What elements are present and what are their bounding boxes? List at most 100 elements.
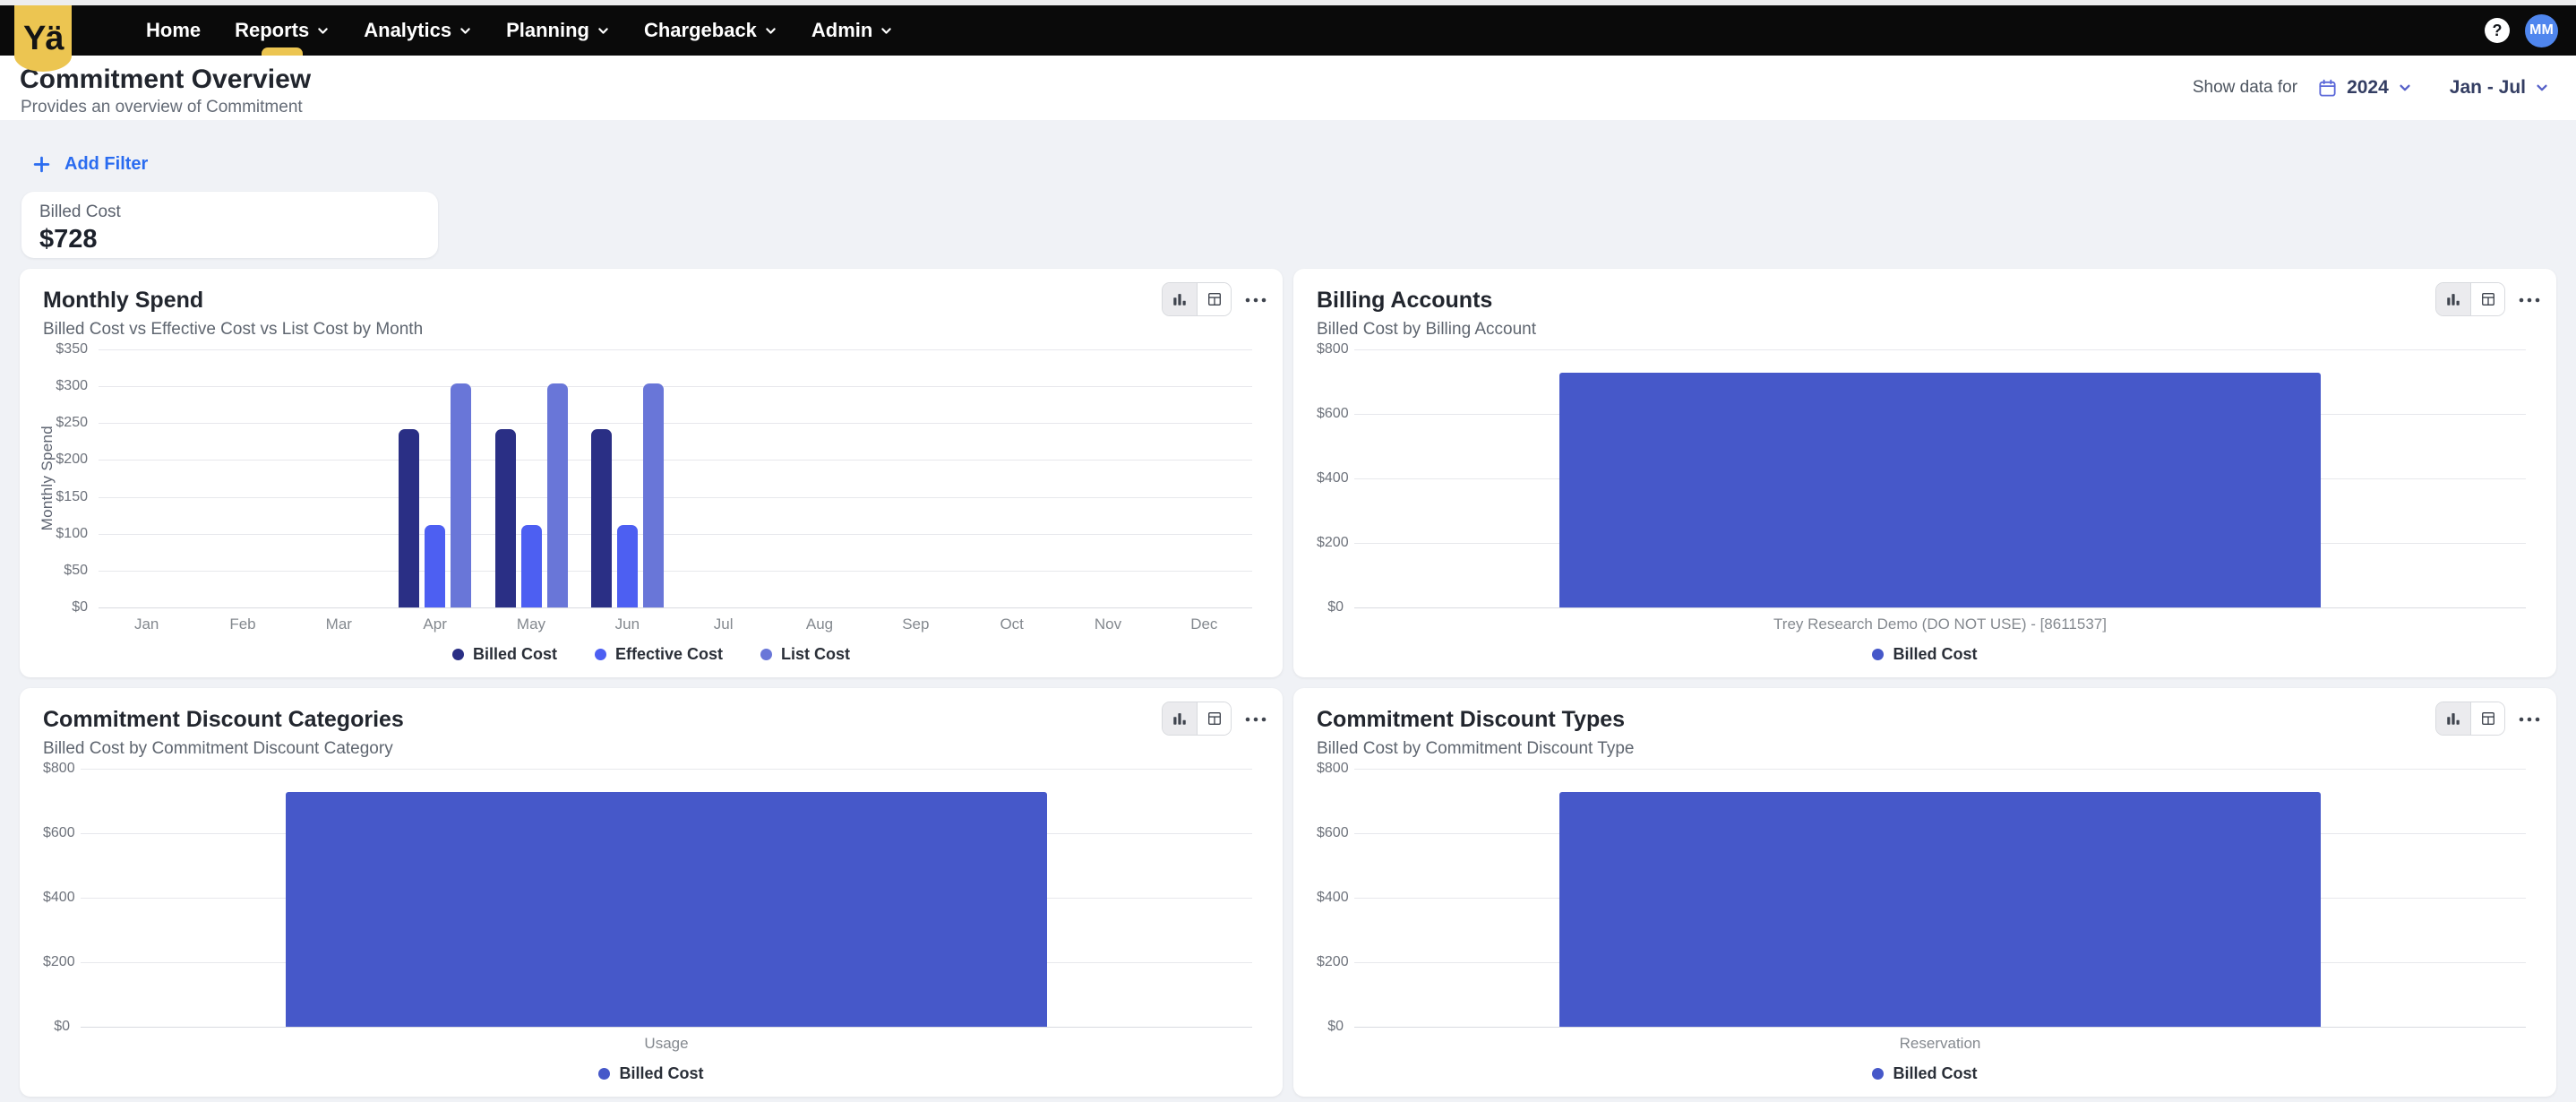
chart-view-button[interactable] bbox=[1163, 283, 1197, 315]
legend-item[interactable]: List Cost bbox=[760, 645, 850, 664]
y-tick-label: $200 bbox=[1317, 535, 1349, 550]
view-toggle bbox=[1162, 282, 1232, 316]
bar-chart-icon bbox=[1173, 294, 1186, 306]
legend-item[interactable]: Billed Cost bbox=[451, 645, 557, 664]
y-tick-label: $200 bbox=[43, 954, 75, 969]
x-tick-label: Feb bbox=[229, 616, 256, 633]
panel-commitment-discount-categories: Commitment Discount Categories Billed Co… bbox=[20, 688, 1283, 1097]
chart-view-button[interactable] bbox=[1163, 702, 1197, 735]
legend-dot bbox=[760, 649, 773, 660]
y-axis-title-text: Monthly Spend bbox=[39, 426, 56, 531]
view-toggle bbox=[1162, 702, 1232, 736]
x-tick-label: Jun bbox=[614, 616, 640, 633]
legend-item[interactable]: Billed Cost bbox=[1872, 1064, 1978, 1083]
chart-view-button[interactable] bbox=[2436, 283, 2470, 315]
x-tick-label: Oct bbox=[1000, 616, 1024, 633]
x-tick-label: Apr bbox=[423, 616, 447, 633]
gridline bbox=[1354, 607, 2526, 608]
table-icon bbox=[1207, 712, 1221, 725]
panel-subtitle: Billed Cost by Commitment Discount Type bbox=[1317, 739, 1635, 758]
bar[interactable] bbox=[1558, 372, 2322, 607]
bar[interactable] bbox=[451, 383, 472, 607]
bar[interactable] bbox=[285, 791, 1048, 1027]
x-tick-label: Dec bbox=[1190, 616, 1218, 633]
gridline bbox=[99, 496, 1252, 498]
bar[interactable] bbox=[399, 428, 420, 607]
y-tick-label: $800 bbox=[43, 761, 75, 776]
gridline bbox=[99, 533, 1252, 535]
y-tick-label: $100 bbox=[56, 525, 88, 541]
ellipsis-icon bbox=[1245, 717, 1267, 722]
avatar[interactable]: MM bbox=[2525, 13, 2558, 47]
y-tick-label: $400 bbox=[43, 890, 75, 905]
legend-label: Billed Cost bbox=[1893, 1064, 1978, 1082]
chevron-down-icon bbox=[598, 27, 608, 34]
more-button[interactable] bbox=[1243, 292, 1268, 308]
x-tick-label: Jul bbox=[713, 616, 734, 633]
nav-item-label: Reports bbox=[235, 19, 310, 41]
nav-item-home[interactable]: Home bbox=[129, 5, 218, 56]
brand-logo[interactable]: Yä bbox=[14, 5, 72, 72]
legend-label: Billed Cost bbox=[472, 645, 557, 663]
nav-item-reports[interactable]: Reports bbox=[218, 5, 347, 56]
add-filter-button[interactable]: Add Filter bbox=[32, 154, 148, 175]
y-tick-label: $400 bbox=[1317, 470, 1349, 486]
panel-subtitle: Billed Cost vs Effective Cost vs List Co… bbox=[43, 320, 424, 339]
table-view-button[interactable] bbox=[1197, 702, 1231, 735]
bar[interactable] bbox=[546, 383, 568, 607]
legend-item[interactable]: Effective Cost bbox=[594, 645, 723, 664]
gridline bbox=[81, 769, 1252, 770]
y-tick-label: $0 bbox=[72, 599, 88, 615]
date-controls: Show data for 2024 Jan - Jul bbox=[2193, 56, 2549, 120]
bar[interactable] bbox=[642, 383, 664, 607]
legend-item[interactable]: Billed Cost bbox=[1872, 645, 1978, 664]
nav-item-analytics[interactable]: Analytics bbox=[347, 5, 489, 56]
bar[interactable] bbox=[425, 524, 446, 607]
y-tick-label: $200 bbox=[56, 452, 88, 468]
bar[interactable] bbox=[520, 524, 542, 607]
more-button[interactable] bbox=[2517, 711, 2542, 727]
table-icon bbox=[1207, 293, 1221, 306]
nav-item-chargeback[interactable]: Chargeback bbox=[627, 5, 794, 56]
y-tick-label: $0 bbox=[1327, 1019, 1344, 1034]
help-button[interactable]: ? bbox=[2485, 18, 2510, 43]
legend-item[interactable]: Billed Cost bbox=[598, 1064, 704, 1083]
bar[interactable] bbox=[494, 428, 516, 607]
table-view-button[interactable] bbox=[2470, 702, 2504, 735]
y-tick-label: $150 bbox=[56, 488, 88, 504]
y-tick-label: $600 bbox=[1317, 406, 1349, 421]
more-button[interactable] bbox=[1243, 711, 1268, 727]
gridline bbox=[1354, 769, 2526, 770]
nav-items: Home Reports Analytics Planning Chargeba… bbox=[129, 5, 910, 56]
add-filter-label: Add Filter bbox=[64, 154, 149, 174]
calendar-icon bbox=[2319, 79, 2336, 97]
page-title: Commitment Overview bbox=[20, 65, 312, 94]
year-select[interactable]: 2024 bbox=[2317, 77, 2412, 99]
legend-label: List Cost bbox=[781, 645, 851, 663]
x-tick-label: May bbox=[516, 616, 546, 633]
legend-dot bbox=[1872, 649, 1885, 660]
x-tick-label: Aug bbox=[805, 616, 834, 633]
bar[interactable] bbox=[590, 428, 612, 607]
panel-title: Monthly Spend bbox=[43, 288, 204, 313]
nav-item-planning[interactable]: Planning bbox=[489, 5, 627, 56]
month-range-value: Jan - Jul bbox=[2449, 77, 2526, 98]
gridline bbox=[99, 607, 1252, 608]
bar[interactable] bbox=[1558, 791, 2322, 1027]
month-range-select[interactable]: Jan - Jul bbox=[2450, 77, 2549, 99]
bar[interactable] bbox=[616, 524, 638, 607]
bar-chart-icon bbox=[1173, 713, 1186, 725]
table-view-button[interactable] bbox=[1197, 283, 1231, 315]
chart-view-button[interactable] bbox=[2436, 702, 2470, 735]
x-tick-label: Nov bbox=[1094, 616, 1122, 633]
gridline bbox=[99, 423, 1252, 425]
legend-label: Billed Cost bbox=[1893, 645, 1978, 663]
billed-cost-card: Billed Cost $728 bbox=[21, 192, 438, 258]
more-button[interactable] bbox=[2517, 292, 2542, 308]
chevron-down-icon bbox=[2537, 84, 2547, 91]
table-view-button[interactable] bbox=[2470, 283, 2504, 315]
nav-item-admin[interactable]: Admin bbox=[794, 5, 910, 56]
y-tick-label: $300 bbox=[56, 378, 88, 394]
y-tick-label: $800 bbox=[1317, 761, 1349, 776]
ellipsis-icon bbox=[2519, 297, 2540, 303]
